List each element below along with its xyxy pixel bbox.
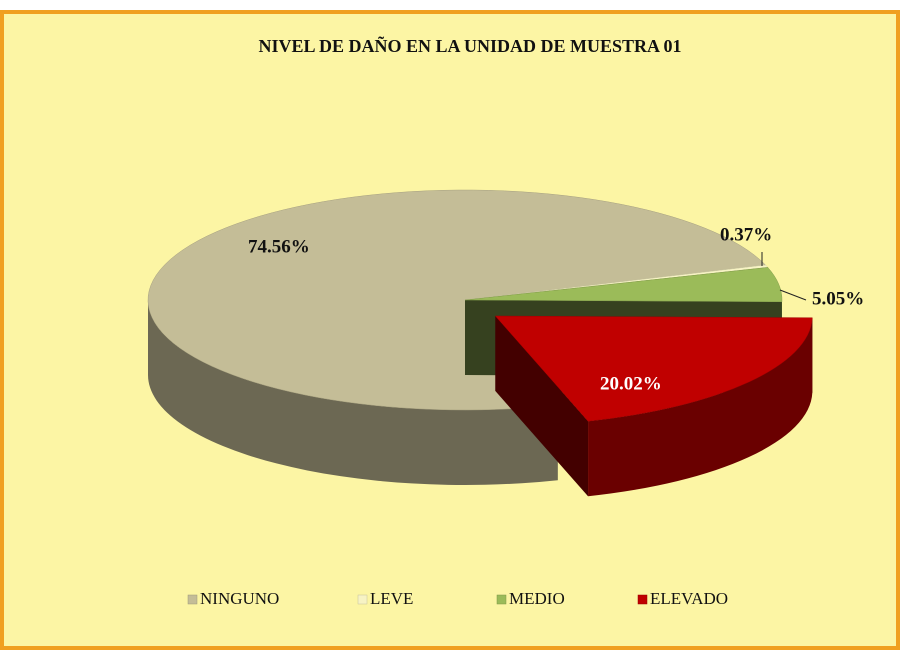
legend-swatch: [187, 594, 198, 605]
slice-side: [148, 300, 558, 485]
legend-swatch: [637, 594, 648, 605]
leader-line: [779, 289, 807, 301]
legend-swatch: [496, 594, 507, 605]
legend-swatch: [357, 594, 368, 605]
data-label: 5.05%: [812, 288, 864, 309]
legend-label: LEVE: [370, 589, 413, 608]
data-label: 20.02%: [600, 373, 662, 394]
data-label: 74.56%: [248, 236, 310, 257]
labels: 74.56% 0.37% 5.05% 20.02%: [248, 224, 864, 394]
legend-label: NINGUNO: [200, 589, 279, 608]
legend: NINGUNO LEVE MEDIO ELEVADO: [187, 589, 728, 608]
slice: [147, 189, 767, 411]
slice: [494, 315, 813, 422]
legend-label: MEDIO: [509, 589, 565, 608]
pie: [147, 189, 813, 497]
slice-wall: [495, 315, 589, 497]
legend-label: ELEVADO: [650, 589, 728, 608]
data-label: 0.37%: [720, 224, 772, 245]
slice-side: [588, 317, 813, 497]
chart-title: NIVEL DE DAÑO EN LA UNIDAD DE MUESTRA 01: [258, 35, 681, 56]
slice: [464, 267, 783, 303]
